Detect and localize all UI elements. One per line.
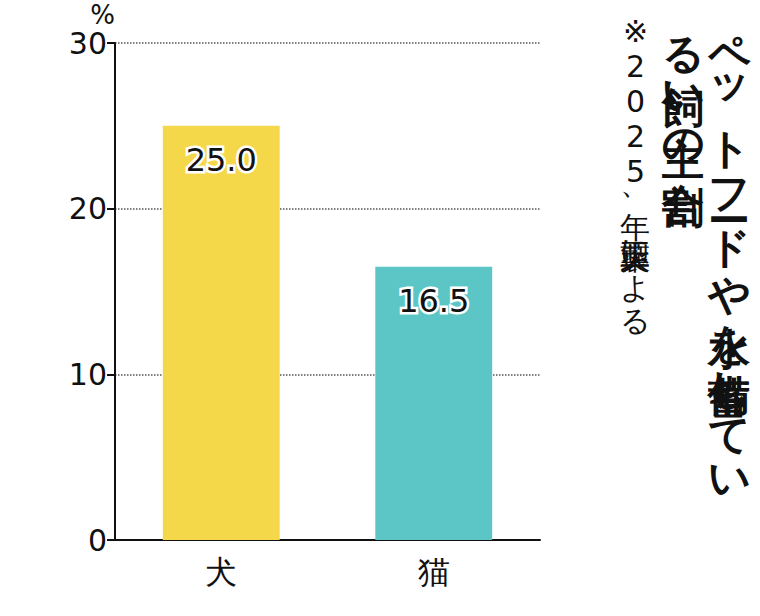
svg-text:猫: 猫: [418, 553, 450, 591]
svg-text:10: 10: [69, 357, 107, 392]
html-text:ペットフードや水を備蓄している飼い主の割合: ペットフードや水を備蓄している飼い主の割合: [658, 6, 754, 486]
svg-text:16.5: 16.5: [398, 282, 469, 320]
svg-text:30: 30: [69, 26, 107, 61]
svg-text:20: 20: [69, 191, 107, 226]
svg-text:犬: 犬: [205, 553, 237, 591]
svg-text:0: 0: [88, 523, 107, 558]
html-text:※2025年、大正製薬による: ※2025年、大正製薬による: [618, 14, 653, 321]
svg-text:25.0: 25.0: [186, 141, 257, 179]
